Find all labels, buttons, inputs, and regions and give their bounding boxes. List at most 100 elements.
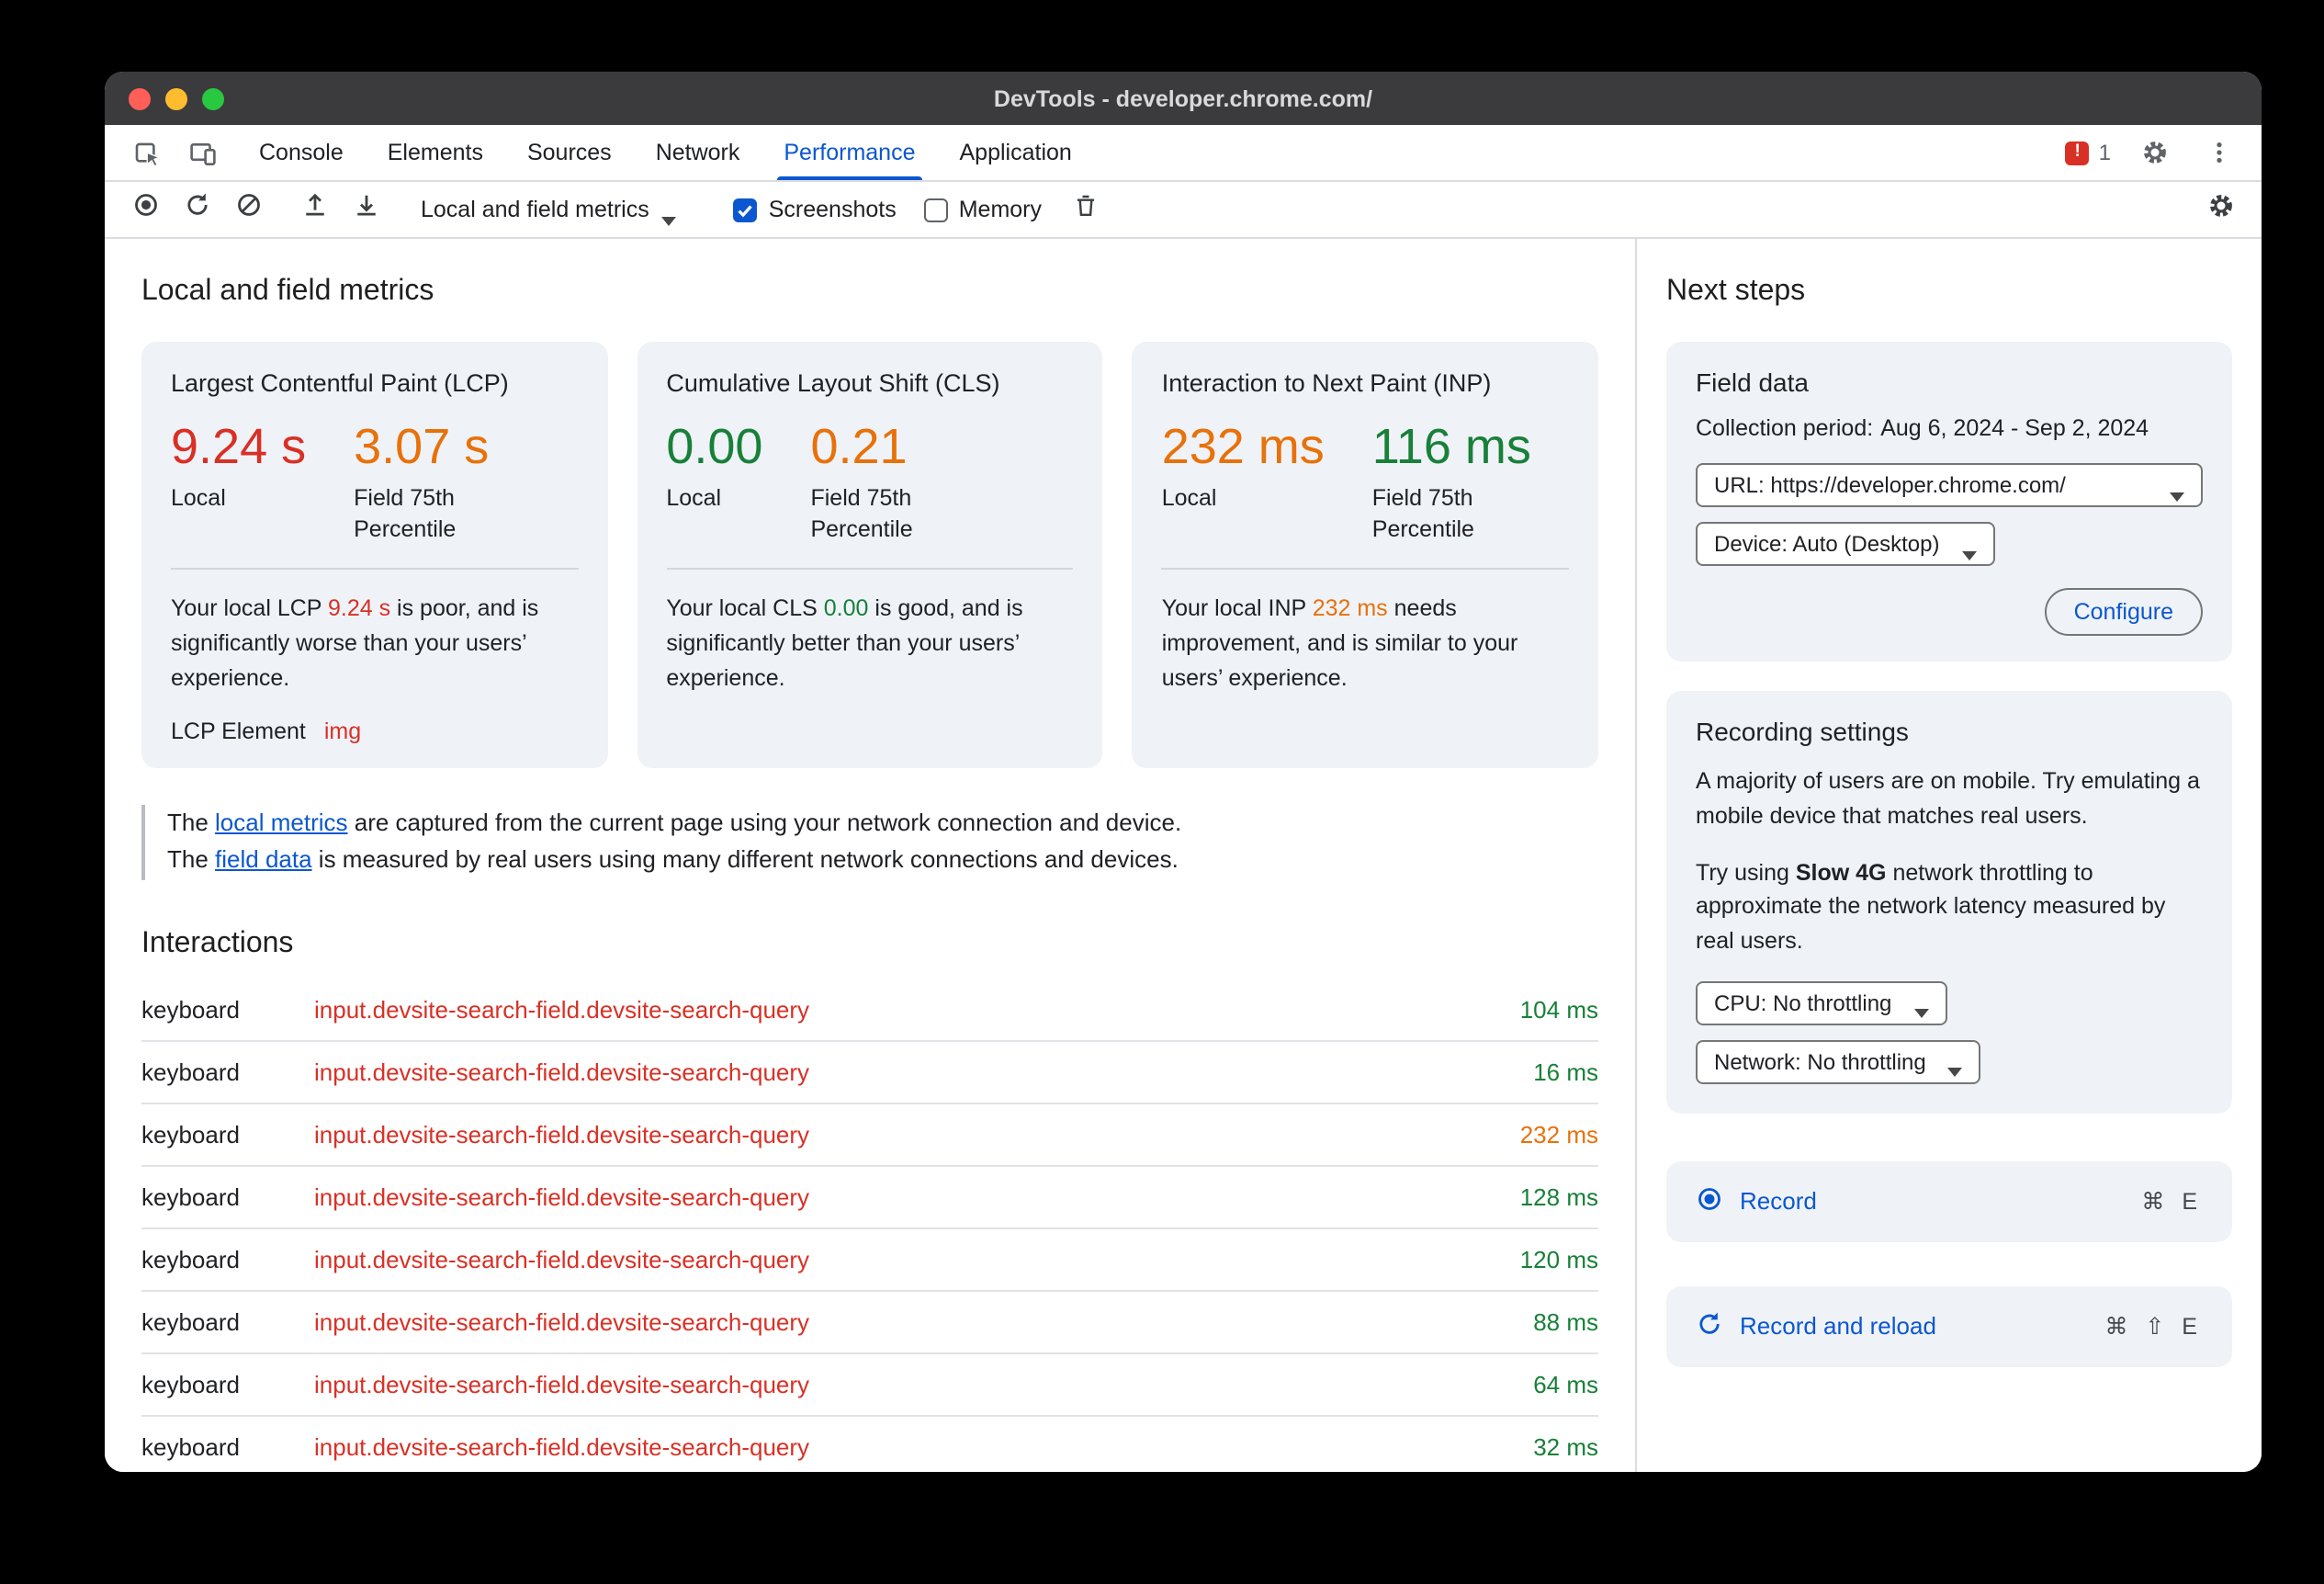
- record-shortcut: ⌘ E: [2141, 1189, 2203, 1216]
- interaction-duration: 88 ms: [1533, 1307, 1598, 1336]
- gear-icon: [2206, 190, 2235, 229]
- reload-and-record-button[interactable]: [175, 187, 220, 232]
- panel-view-dropdown[interactable]: Local and field metrics: [410, 193, 688, 226]
- record-button[interactable]: [123, 187, 169, 232]
- configure-button[interactable]: Configure: [2044, 588, 2203, 636]
- lcp-local-value: 9.24 s: [171, 419, 307, 474]
- interaction-duration: 64 ms: [1533, 1370, 1598, 1398]
- error-badge[interactable]: ! 1: [2065, 140, 2111, 165]
- interaction-target-link[interactable]: input.devsite-search-field.devsite-searc…: [314, 1307, 810, 1336]
- interaction-type: keyboard: [141, 1245, 240, 1273]
- card-divider: [666, 568, 1074, 571]
- metric-card-cls: Cumulative Layout Shift (CLS) 0.00 Local…: [637, 342, 1103, 769]
- tab-elements[interactable]: Elements: [387, 140, 483, 165]
- recording-settings-card: Recording settings A majority of users a…: [1666, 691, 2232, 1114]
- network-throttling-select[interactable]: Network: No throttling: [1696, 1039, 1981, 1084]
- recording-note-throttling: Try using Slow 4G network throttling to …: [1696, 859, 2166, 954]
- interaction-type: keyboard: [141, 1370, 240, 1398]
- close-button[interactable]: [129, 87, 151, 109]
- interaction-target-link[interactable]: input.devsite-search-field.devsite-searc…: [314, 1058, 810, 1086]
- metric-title: Interaction to Next Paint (INP): [1161, 369, 1492, 397]
- next-steps-heading: Next steps: [1666, 276, 1806, 307]
- inp-field-value: 116 ms: [1371, 419, 1531, 474]
- interaction-duration: 32 ms: [1533, 1432, 1598, 1461]
- interaction-duration: 232 ms: [1519, 1120, 1598, 1148]
- minimize-button[interactable]: [165, 87, 187, 109]
- interaction-target-link[interactable]: input.devsite-search-field.devsite-searc…: [314, 1432, 810, 1461]
- download-icon: [353, 191, 380, 228]
- metric-title: Cumulative Layout Shift (CLS): [666, 369, 1000, 397]
- url-select[interactable]: URL: https://developer.chrome.com/: [1696, 463, 2203, 507]
- interactions-table: keyboard input.devsite-search-field.devsi…: [141, 979, 1598, 1472]
- record-and-reload-shortcut: ⌘ ⇧ E: [2104, 1314, 2203, 1341]
- clear-button[interactable]: [226, 187, 272, 232]
- interaction-row: keyboard input.devsite-search-field.devsi…: [141, 1353, 1598, 1417]
- checkbox-unchecked-icon: [923, 198, 948, 221]
- local-field-metrics-panel: Local and field metrics Largest Contentf…: [105, 239, 1635, 1472]
- interaction-type: keyboard: [141, 1432, 240, 1461]
- zoom-button[interactable]: [202, 87, 224, 109]
- capture-settings-button[interactable]: [2197, 187, 2243, 232]
- interaction-target-link[interactable]: input.devsite-search-field.devsite-searc…: [314, 1182, 810, 1211]
- save-profile-button[interactable]: [344, 187, 389, 232]
- interaction-row: keyboard input.devsite-search-field.devsi…: [141, 1228, 1598, 1292]
- devtools-window: DevTools - developer.chrome.com/ Console…: [105, 72, 2262, 1472]
- more-options-button[interactable]: [2199, 132, 2239, 173]
- local-metrics-link[interactable]: local metrics: [215, 809, 348, 837]
- interaction-row: keyboard input.devsite-search-field.devsi…: [141, 1041, 1598, 1104]
- tab-sources[interactable]: Sources: [526, 140, 612, 165]
- interaction-target-link[interactable]: input.devsite-search-field.devsite-searc…: [314, 1370, 810, 1398]
- device-toolbar-button[interactable]: [182, 132, 222, 173]
- inp-local-label: Local: [1161, 485, 1217, 512]
- interaction-type: keyboard: [141, 1058, 240, 1086]
- interaction-target-link[interactable]: input.devsite-search-field.devsite-searc…: [314, 1120, 810, 1148]
- devtools-tabbar: Console Elements Sources Network Perform…: [105, 125, 2262, 182]
- device-toolbar-icon: [188, 139, 216, 166]
- screenshots-checkbox[interactable]: Screenshots: [733, 197, 897, 222]
- chevron-down-icon: [1913, 999, 1929, 1019]
- window-titlebar: DevTools - developer.chrome.com/: [105, 72, 2262, 125]
- chevron-down-icon: [661, 205, 677, 225]
- cls-description: Your local CLS 0.00 is good, and is sign…: [666, 595, 1023, 691]
- card-divider: [171, 568, 579, 571]
- device-select[interactable]: Device: Auto (Desktop): [1696, 522, 1995, 566]
- collect-garbage-button[interactable]: [1062, 187, 1108, 232]
- cls-field-value: 0.21: [810, 419, 908, 474]
- recording-settings-title: Recording settings: [1696, 717, 1909, 746]
- memory-checkbox[interactable]: Memory: [923, 197, 1042, 222]
- interaction-type: keyboard: [141, 1120, 240, 1148]
- tab-network[interactable]: Network: [655, 140, 740, 165]
- interactions-heading: Interactions: [141, 927, 294, 959]
- inspect-element-button[interactable]: [127, 132, 167, 173]
- cls-field-label: Field 75th Percentile: [810, 485, 913, 543]
- tab-application[interactable]: Application: [959, 140, 1072, 165]
- field-data-link[interactable]: field data: [215, 845, 312, 874]
- chevron-down-icon: [1961, 539, 1977, 560]
- record-icon: [132, 191, 160, 228]
- lcp-element-link[interactable]: img: [323, 718, 362, 745]
- interaction-target-link[interactable]: input.devsite-search-field.devsite-searc…: [314, 1245, 810, 1273]
- inp-field-label: Field 75th Percentile: [1371, 485, 1474, 543]
- load-profile-button[interactable]: [292, 187, 338, 232]
- tab-performance[interactable]: Performance: [762, 125, 937, 180]
- reload-icon: [184, 191, 211, 228]
- chevron-down-icon: [1947, 1058, 1963, 1078]
- record-and-reload-action[interactable]: Record and reload ⌘ ⇧ E: [1666, 1285, 2232, 1367]
- interaction-row: keyboard input.devsite-search-field.devsi…: [141, 1166, 1598, 1229]
- interaction-row: keyboard input.devsite-search-field.devsi…: [141, 979, 1598, 1042]
- interaction-type: keyboard: [141, 995, 240, 1024]
- reload-icon: [1696, 1310, 1723, 1343]
- tab-console[interactable]: Console: [259, 140, 344, 165]
- lcp-local-label: Local: [171, 485, 226, 512]
- kebab-icon: [2206, 140, 2232, 165]
- interaction-row: keyboard input.devsite-search-field.devsi…: [141, 1291, 1598, 1354]
- cpu-throttling-select[interactable]: CPU: No throttling: [1696, 980, 1947, 1025]
- inspect-icon: [133, 139, 161, 166]
- metrics-note: The local metrics are captured from the …: [141, 805, 1598, 880]
- devtools-settings-button[interactable]: [2135, 132, 2175, 173]
- cls-local-value: 0.00: [666, 419, 763, 474]
- record-action[interactable]: Record ⌘ E: [1666, 1160, 2232, 1242]
- window-title: DevTools - developer.chrome.com/: [993, 85, 1373, 111]
- field-data-card: Field data Collection period: Aug 6, 2024…: [1666, 342, 2232, 662]
- interaction-target-link[interactable]: input.devsite-search-field.devsite-searc…: [314, 995, 810, 1024]
